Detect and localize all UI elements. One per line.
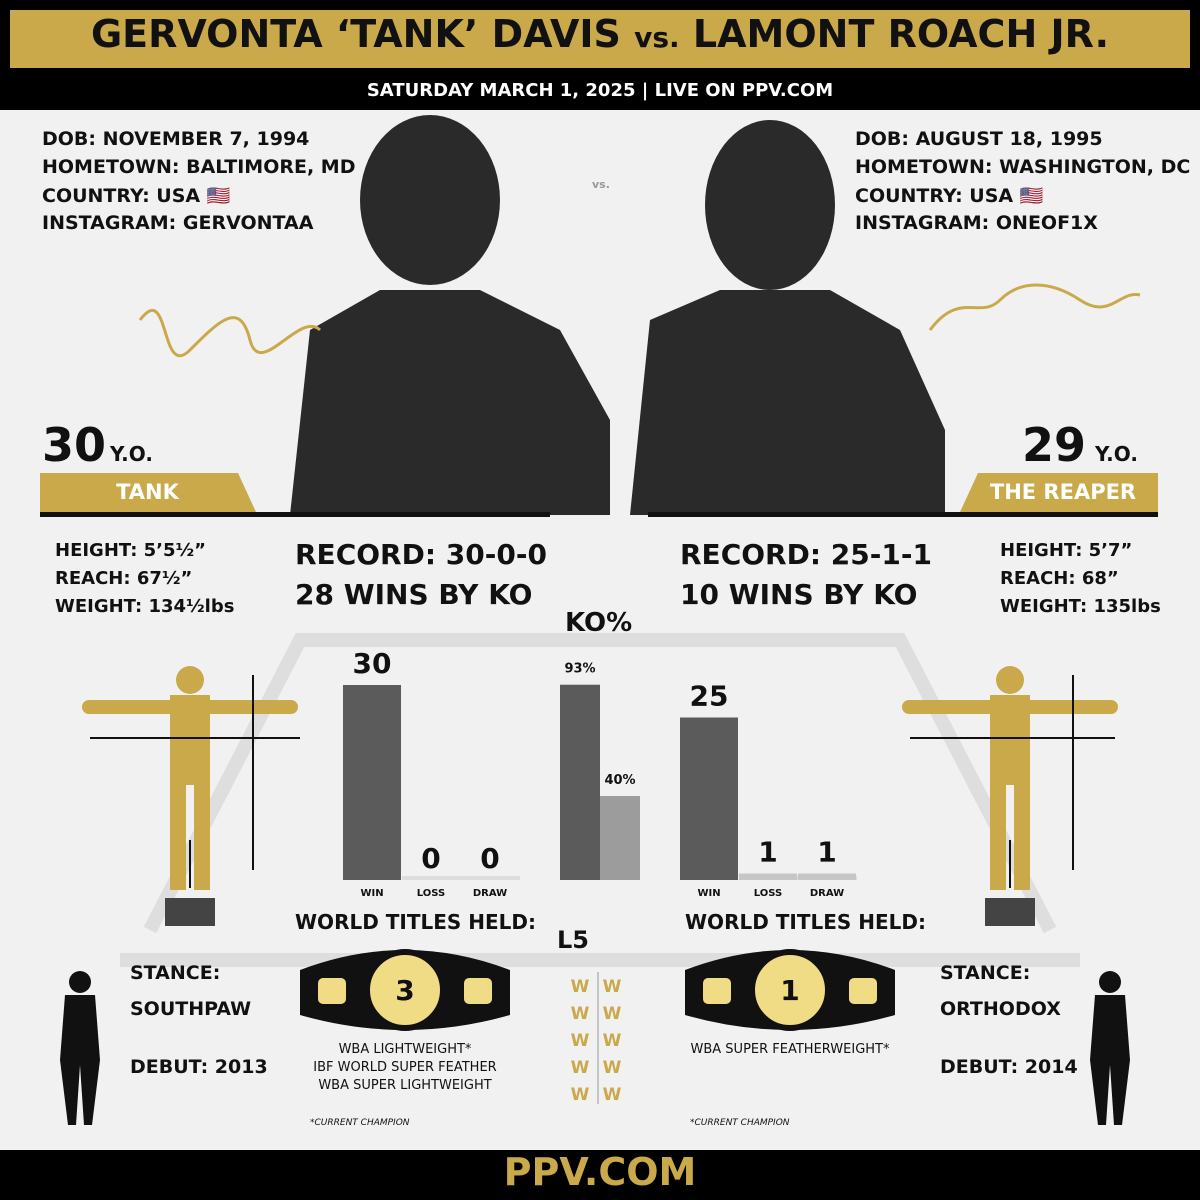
stance-figure [60, 971, 1130, 1125]
ko-wins: 28 WINS BY KO [295, 578, 533, 611]
ring-backdrop [120, 633, 1080, 967]
info-instagram: INSTAGRAM: ONEOF1X [855, 212, 1098, 234]
value-label: 40% [604, 773, 635, 788]
info-dob: DOB: AUGUST 18, 1995 [855, 128, 1103, 150]
x-label: LOSS [417, 888, 445, 899]
last5-result: W [603, 977, 622, 997]
stance-label: STANCE: [940, 962, 1031, 984]
x-label: DRAW [473, 888, 507, 899]
nickname: TANK [116, 480, 179, 504]
divider [40, 512, 550, 517]
bar-base [402, 876, 520, 880]
ko-title: KO% [565, 608, 633, 638]
photo-vs: vs. [592, 178, 610, 191]
stat-reach: REACH: 67½” [55, 568, 193, 589]
stat-reach: REACH: 68” [1000, 568, 1119, 589]
x-label: WIN [360, 888, 383, 899]
last5-result: W [571, 1031, 590, 1051]
debut: DEBUT: 2014 [940, 1056, 1078, 1078]
titles-count: 1 [780, 974, 799, 1007]
signature [928, 283, 1141, 331]
charts: 3 WWWWW1WWWWW30WIN0LOSS0DRAW25WIN1LOSS1DR… [343, 647, 857, 1105]
debut: DEBUT: 2013 [130, 1056, 268, 1078]
value-label: 25 [690, 680, 729, 713]
value-label: 1 [758, 836, 777, 869]
last5-result: W [603, 1085, 622, 1105]
signature [138, 309, 322, 358]
x-label: DRAW [810, 888, 844, 899]
title-held: WBA SUPER FEATHERWEIGHT* [690, 1042, 890, 1057]
nickname-banner [960, 473, 1158, 512]
divider [648, 512, 1158, 517]
title: GERVONTA ‘TANK’ DAVIS vs. LAMONT ROACH J… [0, 12, 1200, 56]
value-label: 30 [353, 647, 392, 680]
bar [600, 796, 640, 880]
nickname-banner [40, 473, 256, 512]
panel [0, 110, 1200, 1150]
value-label: 0 [480, 842, 499, 875]
titles-heading: WORLD TITLES HELD: [685, 910, 927, 934]
stat-height: HEIGHT: 5’7” [1000, 540, 1133, 561]
info-hometown: HOMETOWN: WASHINGTON, DC [855, 156, 1191, 178]
last5-result: W [571, 977, 590, 997]
last5-result: W [571, 1058, 590, 1078]
title-held: IBF WORLD SUPER FEATHER [313, 1060, 497, 1075]
bar [343, 685, 401, 880]
bar [680, 717, 738, 880]
subtitle: SATURDAY MARCH 1, 2025 | LIVE ON PPV.COM [366, 80, 834, 101]
stat-weight: WEIGHT: 134½lbs [55, 596, 235, 617]
stance: ORTHODOX [940, 998, 1061, 1020]
record: RECORD: 25-1-1 [680, 538, 932, 571]
last5-result: W [603, 1004, 622, 1024]
bar [798, 873, 856, 880]
info-country: COUNTRY: USA 🇺🇸 [855, 185, 1044, 207]
titles-heading: WORLD TITLES HELD: [295, 910, 537, 934]
titles-note: *CURRENT CHAMPION [690, 1118, 790, 1128]
info-instagram: INSTAGRAM: GERVONTAA [42, 212, 314, 234]
age-unit: Y.O. [1095, 442, 1138, 466]
measure-arrow [90, 675, 1115, 888]
value-label: 93% [564, 662, 595, 677]
title-held: WBA LIGHTWEIGHT* [338, 1042, 472, 1057]
x-label: LOSS [754, 888, 782, 899]
ko-wins: 10 WINS BY KO [680, 578, 918, 611]
bar [739, 873, 797, 880]
last5-result: W [603, 1031, 622, 1051]
footer: PPV.COM [503, 1150, 697, 1194]
scale-icon [165, 898, 215, 926]
last5-result: W [571, 1004, 590, 1024]
title-left: GERVONTA ‘TANK’ DAVIS [90, 12, 621, 56]
stance: SOUTHPAW [130, 998, 252, 1020]
belt [300, 949, 895, 1031]
bar [560, 684, 600, 880]
age: 29 [1022, 418, 1087, 472]
nickname: THE REAPER [989, 480, 1137, 504]
last5-title: L5 [557, 926, 589, 954]
info-country: COUNTRY: USA 🇺🇸 [42, 185, 231, 207]
record: RECORD: 30-0-0 [295, 538, 547, 571]
titles-note: *CURRENT CHAMPION [310, 1118, 410, 1128]
body-figure [82, 666, 1118, 890]
stat-weight: WEIGHT: 135lbs [1000, 596, 1161, 617]
title-vs: vs. [634, 21, 680, 54]
stance-label: STANCE: [130, 962, 221, 984]
value-label: 1 [817, 836, 836, 869]
info-hometown: HOMETOWN: BALTIMORE, MD [42, 156, 356, 178]
age: 30 [42, 418, 107, 472]
age-unit: Y.O. [110, 442, 153, 466]
title-right: LAMONT ROACH JR. [692, 12, 1110, 56]
title-banner [10, 10, 1190, 68]
info-dob: DOB: NOVEMBER 7, 1994 [42, 128, 310, 150]
last5-result: W [603, 1058, 622, 1078]
scale-icon [985, 898, 1035, 926]
value-label: 0 [421, 842, 440, 875]
stat-height: HEIGHT: 5’5½” [55, 540, 207, 561]
fighter-photo [290, 115, 945, 515]
titles-count: 3 [395, 974, 414, 1007]
title-held: WBA SUPER LIGHTWEIGHT [318, 1078, 492, 1093]
x-label: WIN [697, 888, 720, 899]
last5-result: W [571, 1085, 590, 1105]
